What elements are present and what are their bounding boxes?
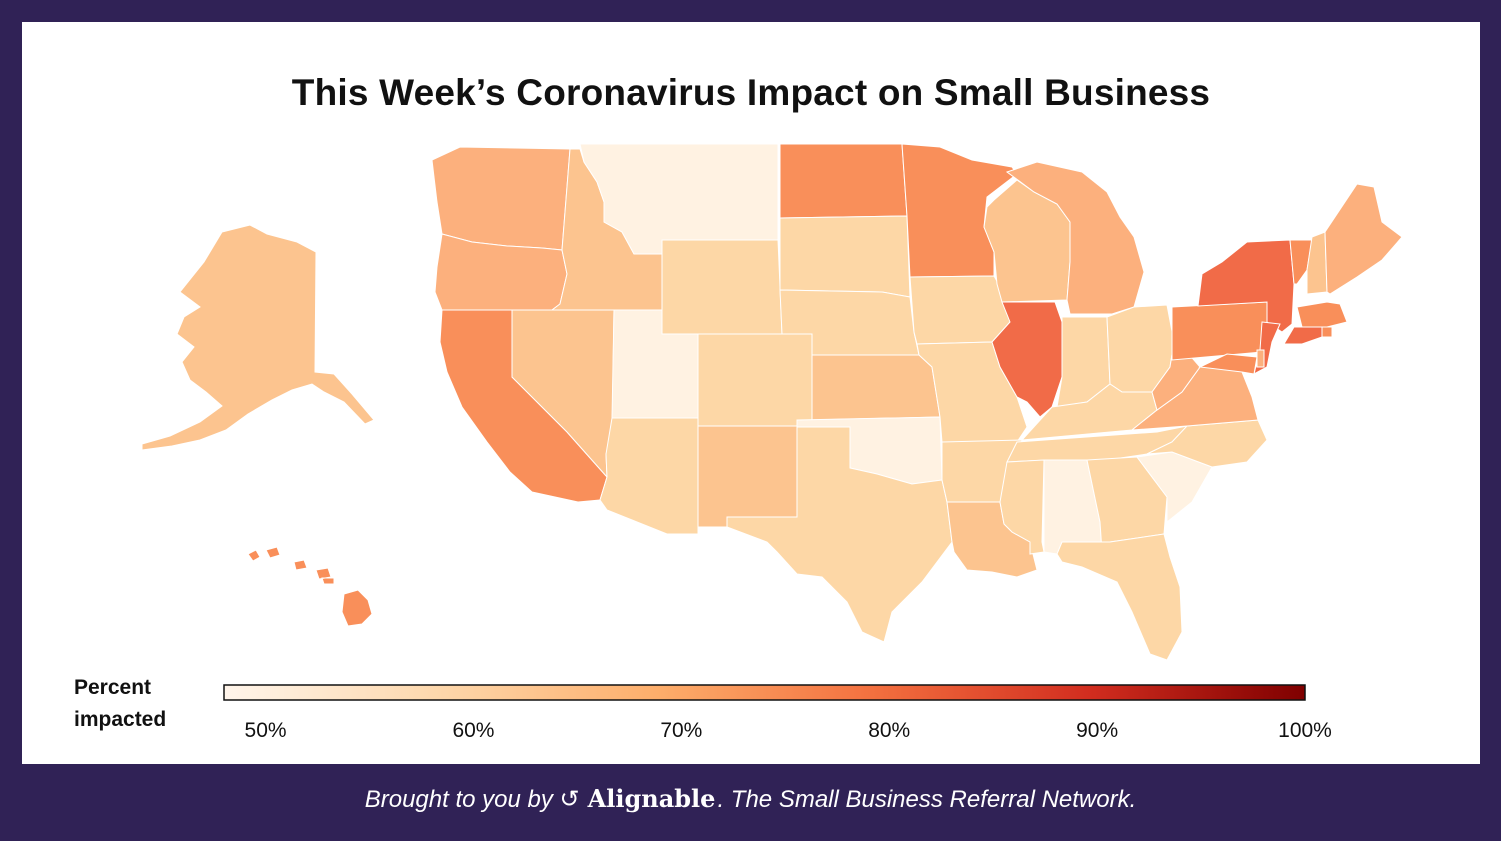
state-de bbox=[1256, 349, 1265, 368]
legend-title: Percent impacted bbox=[74, 672, 166, 736]
legend-tick-label: 70% bbox=[660, 719, 703, 742]
state-il bbox=[991, 301, 1063, 418]
page-title: This Week’s Coronavirus Impact on Small … bbox=[291, 72, 1211, 113]
state-md bbox=[1198, 353, 1258, 375]
state-fl bbox=[1056, 533, 1183, 661]
legend-tick-label: 60% bbox=[452, 719, 495, 742]
state-tx bbox=[726, 426, 953, 643]
state-nh bbox=[1306, 231, 1328, 295]
alignable-logo-icon: ↺ bbox=[559, 786, 580, 813]
state-ks bbox=[811, 354, 941, 421]
state-ny bbox=[1197, 239, 1295, 333]
footer-brand: Alignable bbox=[587, 784, 716, 813]
state-vt bbox=[1289, 239, 1313, 285]
legend-tick-label: 100% bbox=[1278, 719, 1332, 742]
state-ct bbox=[1283, 326, 1323, 345]
legend-tick-label: 80% bbox=[868, 719, 911, 742]
footer-credit: Brought to you by ↺ Alignable. The Small … bbox=[0, 784, 1501, 814]
state-hi bbox=[247, 546, 373, 627]
state-ri bbox=[1321, 326, 1333, 338]
state-me bbox=[1324, 183, 1403, 295]
state-ms bbox=[999, 459, 1045, 555]
legend-color-bar bbox=[223, 684, 1306, 701]
state-wy bbox=[661, 239, 783, 335]
state-nd bbox=[779, 143, 908, 219]
state-mt bbox=[579, 143, 779, 255]
chart-panel: This Week’s Coronavirus Impact on Small … bbox=[22, 22, 1480, 764]
legend-title-line1: Percent bbox=[74, 676, 152, 699]
legend-tick-label: 50% bbox=[244, 719, 287, 742]
state-nm bbox=[697, 425, 798, 528]
state-mn bbox=[901, 143, 1018, 278]
state-wa bbox=[431, 146, 571, 251]
legend-title-line2: impacted bbox=[74, 708, 167, 731]
state-mi bbox=[1005, 161, 1145, 315]
legend-tick-label: 90% bbox=[1076, 719, 1119, 742]
footer-prefix: Brought to you by bbox=[364, 786, 553, 813]
state-sd bbox=[779, 215, 911, 298]
state-ma bbox=[1296, 301, 1348, 328]
legend-gradient-rect bbox=[223, 684, 1306, 701]
footer-suffix: . The Small Business Referral Network. bbox=[717, 786, 1137, 813]
state-co bbox=[697, 333, 813, 427]
state-ak bbox=[141, 224, 375, 451]
state-nc bbox=[1146, 419, 1268, 468]
us-choropleth-map bbox=[141, 143, 1403, 661]
state-ia bbox=[909, 275, 1011, 345]
state-az bbox=[599, 417, 699, 535]
